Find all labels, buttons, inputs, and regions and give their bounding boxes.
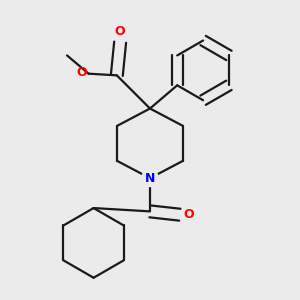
Text: N: N [145,172,155,185]
Circle shape [142,170,158,187]
Text: O: O [115,25,125,38]
Text: O: O [184,208,194,221]
Text: O: O [76,65,87,79]
